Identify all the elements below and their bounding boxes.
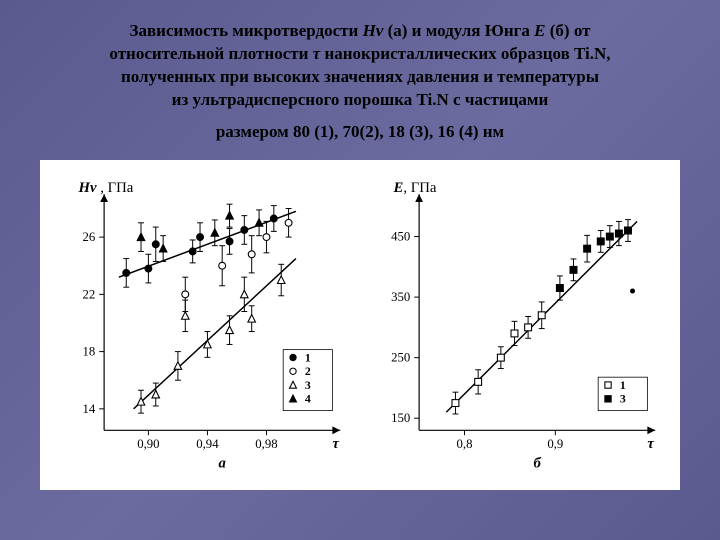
svg-text:а: а xyxy=(218,455,226,471)
charts-panel: 0,900,940,9814182226Hν , ГПаτа1234 0,80,… xyxy=(40,160,680,490)
svg-text:0,8: 0,8 xyxy=(457,437,473,451)
svg-text:150: 150 xyxy=(391,411,410,425)
svg-text:E, ГПа: E, ГПа xyxy=(393,180,437,196)
chart-b: 0,8 0,9 150 250 350 450 E, ГПа τ б 13 xyxy=(365,174,670,480)
svg-text:3: 3 xyxy=(620,392,626,406)
t-l1c: (б) от xyxy=(546,21,591,40)
t-l3: полученных при высоких значениях давлени… xyxy=(121,67,599,86)
svg-text:18: 18 xyxy=(82,344,95,358)
slide: Зависимость микротвердости Hν (а) и моду… xyxy=(0,0,720,540)
t-e: E xyxy=(534,21,545,40)
t-l2a: относительной плотности xyxy=(109,44,312,63)
title-sub: размером 80 (1), 70(2), 18 (3), 16 (4) н… xyxy=(30,122,690,142)
t-l4: из ультрадисперсного порошка Ti.N с част… xyxy=(172,90,549,109)
t-l1b: (а) и модуля Юнга xyxy=(383,21,534,40)
svg-text:4: 4 xyxy=(305,392,311,406)
svg-text:0,94: 0,94 xyxy=(196,437,219,451)
svg-text:τ: τ xyxy=(647,436,654,452)
title-main: Зависимость микротвердости Hν (а) и моду… xyxy=(30,20,690,112)
svg-text:τ: τ xyxy=(332,436,339,452)
svg-text:Hν , ГПа: Hν , ГПа xyxy=(78,180,134,196)
svg-text:1: 1 xyxy=(305,350,311,364)
svg-text:0,90: 0,90 xyxy=(137,437,159,451)
svg-text:450: 450 xyxy=(391,229,410,243)
svg-text:26: 26 xyxy=(82,230,95,244)
chart-a-svg: 0,90 0,94 0,98 14 18 22 26 Hν , ГПа τ а 1234 xyxy=(50,174,355,480)
chart-a: 0,90 0,94 0,98 14 18 22 26 Hν , ГПа τ а 1234 xyxy=(50,174,355,480)
title-block: Зависимость микротвердости Hν (а) и моду… xyxy=(30,20,690,142)
chart-b-svg: 0,8 0,9 150 250 350 450 E, ГПа τ б 13 xyxy=(365,174,670,480)
t-hv: Hν xyxy=(363,21,384,40)
svg-text:0,98: 0,98 xyxy=(255,437,277,451)
svg-text:б: б xyxy=(533,455,541,471)
svg-text:0,9: 0,9 xyxy=(547,437,563,451)
svg-text:350: 350 xyxy=(391,290,410,304)
svg-text:250: 250 xyxy=(391,350,410,364)
t-l1a: Зависимость микротвердости xyxy=(130,21,363,40)
svg-text:1: 1 xyxy=(620,378,626,392)
svg-text:14: 14 xyxy=(82,402,95,416)
svg-text:22: 22 xyxy=(82,287,95,301)
svg-text:2: 2 xyxy=(305,364,311,378)
svg-text:3: 3 xyxy=(305,378,311,392)
t-l2b: нанокристаллических образцов Ti.N, xyxy=(320,44,610,63)
